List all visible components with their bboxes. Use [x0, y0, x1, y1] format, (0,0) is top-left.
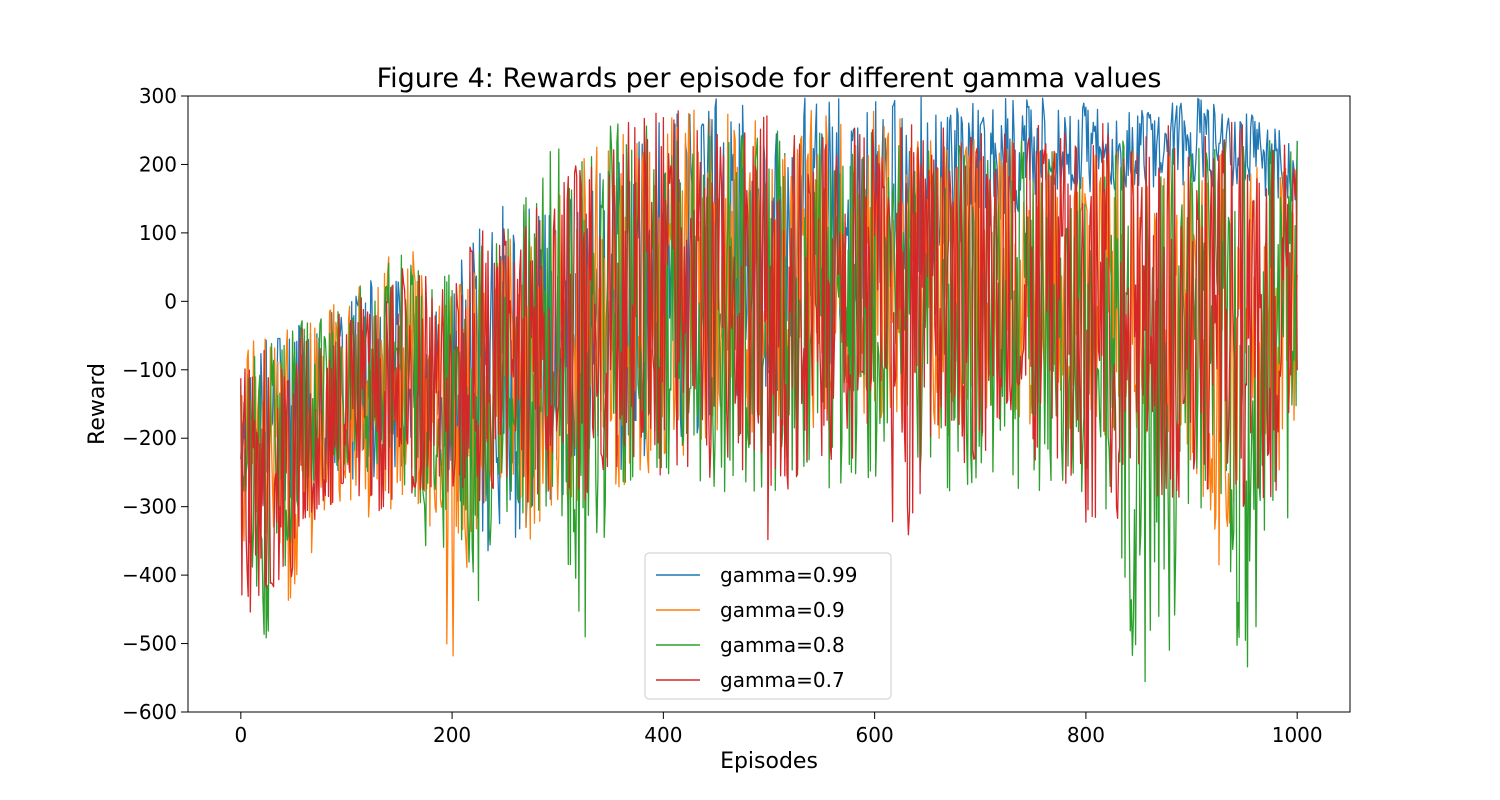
x-tick-label: 200 [433, 723, 471, 747]
y-tick-label: −400 [122, 563, 177, 587]
legend: gamma=0.99 gamma=0.9 gamma=0.8 gamma=0.7 [644, 552, 892, 700]
y-tick-label: −100 [122, 358, 177, 382]
y-tick-label: 100 [139, 221, 177, 245]
legend-box [644, 552, 892, 700]
x-tick-label: 800 [1067, 723, 1105, 747]
x-axis-title: Episodes [720, 749, 818, 774]
y-axis: −600 −500 −400 −300 −200 −100 0 100 200 300 [122, 84, 188, 724]
x-tick-label: 600 [856, 723, 894, 747]
y-tick-label: 200 [139, 152, 177, 176]
x-tick-label: 1000 [1272, 723, 1323, 747]
y-tick-label: −500 [122, 632, 177, 656]
y-tick-label: −200 [122, 426, 177, 450]
y-axis-title: Reward [85, 363, 110, 445]
chart-title: Figure 4: Rewards per episode for differ… [377, 63, 1162, 94]
series-line-4 [240, 110, 1298, 613]
y-tick-label: 300 [139, 84, 177, 108]
y-tick-label: −300 [122, 495, 177, 519]
x-tick-label: 0 [234, 723, 247, 747]
legend-label: gamma=0.7 [720, 668, 845, 692]
legend-label: gamma=0.99 [720, 563, 857, 587]
x-tick-label: 400 [644, 723, 682, 747]
y-tick-label: −600 [122, 700, 177, 724]
plot-frame [187, 95, 1351, 713]
x-axis: 0 200 400 600 800 1000 [234, 712, 1323, 747]
legend-label: gamma=0.9 [720, 598, 845, 622]
legend-label: gamma=0.8 [720, 633, 845, 657]
y-tick-label: 0 [164, 289, 177, 313]
series-lines [240, 96, 1298, 683]
